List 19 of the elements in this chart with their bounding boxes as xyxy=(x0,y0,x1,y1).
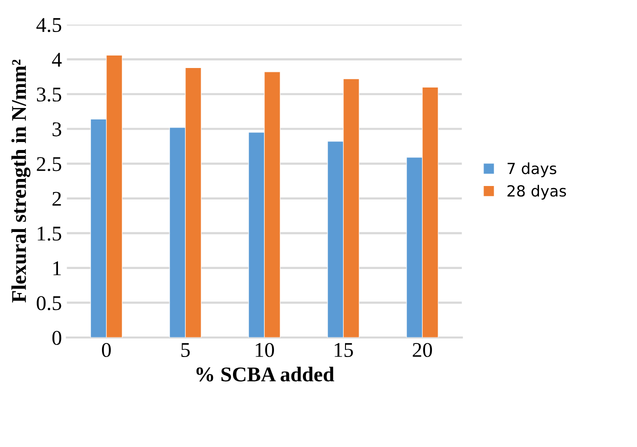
y-tick-label: 0.5 xyxy=(36,296,62,310)
x-tick-label: 0 xyxy=(102,342,111,358)
y-tick-label: 0 xyxy=(52,330,62,345)
y-tick-label: 2.5 xyxy=(36,157,62,172)
legend-label: 7 days xyxy=(508,162,556,178)
y-tick-label: 4 xyxy=(52,52,62,67)
y-tick-label: 4.5 xyxy=(36,18,62,32)
x-tick-label: 15 xyxy=(334,343,353,358)
x-tick-label: 10 xyxy=(256,342,274,358)
y-tick-label: 3.5 xyxy=(36,88,62,102)
x-tick-label: 5 xyxy=(181,343,190,358)
legend-label: 28 dyas xyxy=(508,184,566,200)
y-tick-label: 1.5 xyxy=(38,226,62,241)
y-axis-title: Flexural strength in N/mm² xyxy=(11,60,30,303)
y-tick-label: 1 xyxy=(53,261,61,276)
y-tick-label: 3 xyxy=(52,122,62,136)
y-tick-label: 2 xyxy=(52,192,61,206)
x-tick-label: 20 xyxy=(412,342,432,358)
x-axis-title: % SCBA added xyxy=(196,366,334,382)
